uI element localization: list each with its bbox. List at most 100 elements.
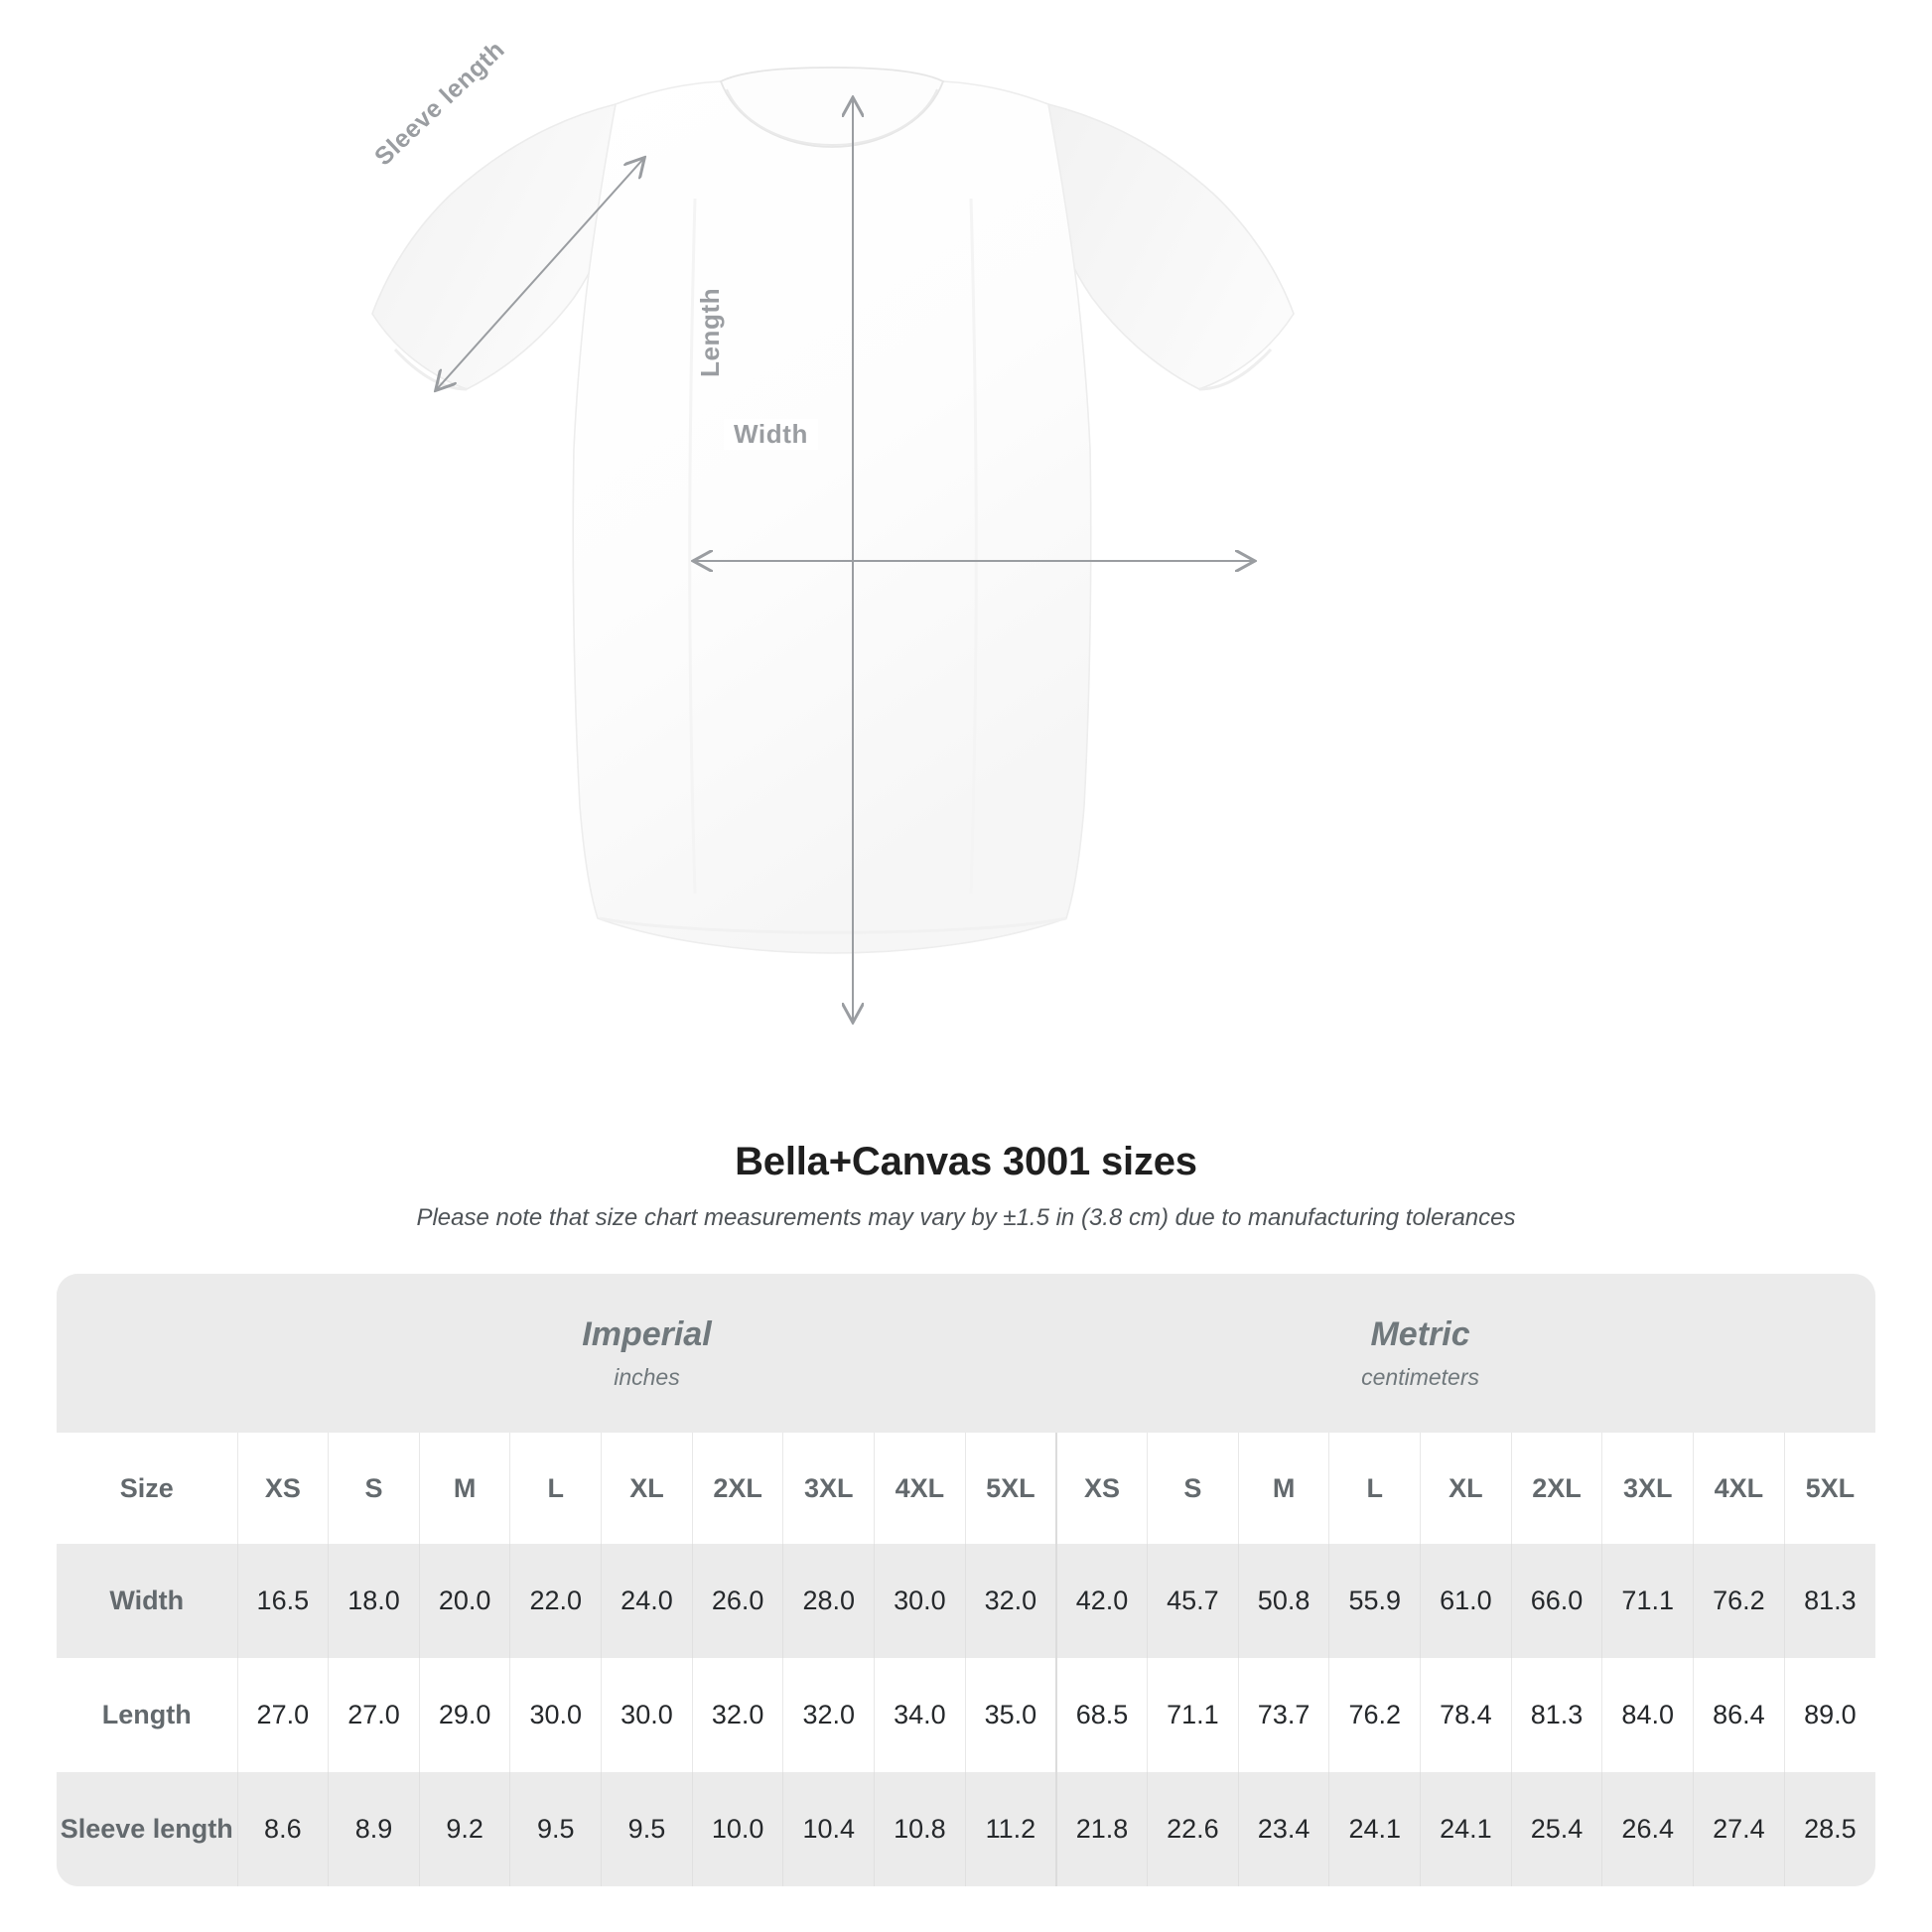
size-header-imperial-2xl: 2XL [691, 1433, 783, 1544]
table-row: Sleeve length 8.6 8.9 9.2 9.5 9.5 10.0 1… [57, 1772, 1875, 1886]
cell-length-imperial-xl: 30.0 [601, 1658, 693, 1772]
cell-sleeve-imperial-2xl: 10.0 [691, 1772, 783, 1886]
size-header-metric-xs: XS [1054, 1433, 1148, 1544]
cell-sleeve-imperial-m: 9.2 [418, 1772, 510, 1886]
cell-sleeve-metric-m: 23.4 [1237, 1772, 1329, 1886]
cell-length-metric-xs: 68.5 [1054, 1658, 1148, 1772]
cell-sleeve-imperial-xs: 8.6 [236, 1772, 329, 1886]
cell-sleeve-metric-2xl: 25.4 [1510, 1772, 1602, 1886]
cell-width-imperial-m: 20.0 [418, 1544, 510, 1658]
unit-name-metric: Metric [1370, 1315, 1470, 1354]
cell-length-imperial-m: 29.0 [418, 1658, 510, 1772]
size-header-imperial-s: S [328, 1433, 420, 1544]
row-label-length: Length [57, 1658, 237, 1772]
cell-length-imperial-xs: 27.0 [236, 1658, 329, 1772]
tshirt-illustration [371, 67, 1295, 1112]
cell-sleeve-imperial-s: 8.9 [328, 1772, 420, 1886]
size-header-metric-l: L [1328, 1433, 1421, 1544]
unit-banner-row: Imperial inches Metric centimeters [57, 1274, 1875, 1433]
chart-caption: Bella+Canvas 3001 sizes Please note that… [0, 1140, 1932, 1232]
cell-width-imperial-xs: 16.5 [236, 1544, 329, 1658]
cell-length-metric-5xl: 89.0 [1783, 1658, 1875, 1772]
cell-length-metric-l: 76.2 [1328, 1658, 1421, 1772]
size-header-imperial-xs: XS [236, 1433, 329, 1544]
size-header-imperial-5xl: 5XL [964, 1433, 1056, 1544]
cell-width-imperial-xl: 24.0 [601, 1544, 693, 1658]
cell-width-imperial-4xl: 30.0 [874, 1544, 966, 1658]
size-header-metric-m: M [1237, 1433, 1329, 1544]
unit-name-imperial: Imperial [582, 1315, 712, 1354]
cell-length-imperial-s: 27.0 [328, 1658, 420, 1772]
unit-block-metric: Metric centimeters [1055, 1274, 1785, 1433]
cell-sleeve-metric-s: 22.6 [1147, 1772, 1239, 1886]
cell-sleeve-imperial-5xl: 11.2 [964, 1772, 1056, 1886]
size-header-row: Size XS S M L XL 2XL 3XL 4XL 5XL XS S M … [57, 1433, 1875, 1544]
page-title: Bella+Canvas 3001 sizes [735, 1140, 1197, 1183]
cell-sleeve-imperial-4xl: 10.8 [874, 1772, 966, 1886]
sleeve-length-dimension-line [437, 159, 643, 389]
cell-length-metric-3xl: 84.0 [1601, 1658, 1694, 1772]
cell-sleeve-imperial-3xl: 10.4 [782, 1772, 875, 1886]
cell-width-metric-2xl: 66.0 [1510, 1544, 1602, 1658]
cell-width-imperial-l: 22.0 [509, 1544, 602, 1658]
cell-sleeve-metric-3xl: 26.4 [1601, 1772, 1694, 1886]
table-row: Length 27.0 27.0 29.0 30.0 30.0 32.0 32.… [57, 1658, 1875, 1772]
cell-width-imperial-5xl: 32.0 [964, 1544, 1056, 1658]
cell-sleeve-metric-xs: 21.8 [1054, 1772, 1148, 1886]
cell-length-metric-4xl: 86.4 [1693, 1658, 1785, 1772]
unit-block-imperial: Imperial inches [237, 1274, 1056, 1433]
cell-sleeve-imperial-l: 9.5 [509, 1772, 602, 1886]
size-header-imperial-4xl: 4XL [874, 1433, 966, 1544]
size-header-metric-4xl: 4XL [1693, 1433, 1785, 1544]
tshirt-measurement-diagram: Sleeve length Length Width [369, 36, 1295, 1112]
size-chart-table-container: Imperial inches Metric centimeters Size … [57, 1274, 1875, 1886]
cell-width-imperial-3xl: 28.0 [782, 1544, 875, 1658]
size-header-metric-s: S [1147, 1433, 1239, 1544]
cell-width-metric-s: 45.7 [1147, 1544, 1239, 1658]
cell-width-metric-5xl: 81.3 [1783, 1544, 1875, 1658]
size-header-imperial-xl: XL [601, 1433, 693, 1544]
size-header-label: Size [57, 1433, 237, 1544]
cell-length-imperial-3xl: 32.0 [782, 1658, 875, 1772]
table-row: Width 16.5 18.0 20.0 22.0 24.0 26.0 28.0… [57, 1544, 1875, 1658]
size-header-metric-xl: XL [1420, 1433, 1512, 1544]
size-header-metric-3xl: 3XL [1601, 1433, 1694, 1544]
tolerance-note: Please note that size chart measurements… [416, 1204, 1516, 1231]
unit-banner-spacer [57, 1274, 237, 1433]
cell-sleeve-metric-5xl: 28.5 [1783, 1772, 1875, 1886]
cell-width-imperial-s: 18.0 [328, 1544, 420, 1658]
size-header-metric-2xl: 2XL [1510, 1433, 1602, 1544]
cell-width-metric-xs: 42.0 [1054, 1544, 1148, 1658]
cell-length-metric-s: 71.1 [1147, 1658, 1239, 1772]
cell-width-metric-4xl: 76.2 [1693, 1544, 1785, 1658]
width-dimension-label: Width [724, 419, 818, 450]
cell-length-imperial-l: 30.0 [509, 1658, 602, 1772]
size-chart-table: Imperial inches Metric centimeters Size … [57, 1274, 1875, 1886]
cell-width-metric-xl: 61.0 [1420, 1544, 1512, 1658]
cell-length-metric-2xl: 81.3 [1510, 1658, 1602, 1772]
unit-sub-metric: centimeters [1361, 1363, 1479, 1390]
cell-width-metric-m: 50.8 [1237, 1544, 1329, 1658]
cell-length-imperial-4xl: 34.0 [874, 1658, 966, 1772]
cell-width-imperial-2xl: 26.0 [691, 1544, 783, 1658]
cell-length-imperial-5xl: 35.0 [964, 1658, 1056, 1772]
length-dimension-label: Length [695, 287, 725, 377]
cell-width-metric-3xl: 71.1 [1601, 1544, 1694, 1658]
row-label-width: Width [57, 1544, 237, 1658]
cell-sleeve-metric-xl: 24.1 [1420, 1772, 1512, 1886]
size-header-imperial-l: L [509, 1433, 602, 1544]
cell-length-metric-m: 73.7 [1237, 1658, 1329, 1772]
row-label-sleeve-length: Sleeve length [57, 1772, 237, 1886]
cell-sleeve-metric-4xl: 27.4 [1693, 1772, 1785, 1886]
unit-sub-imperial: inches [614, 1363, 680, 1390]
cell-sleeve-metric-l: 24.1 [1328, 1772, 1421, 1886]
size-header-imperial-m: M [418, 1433, 510, 1544]
size-header-metric-5xl: 5XL [1783, 1433, 1875, 1544]
cell-length-imperial-2xl: 32.0 [691, 1658, 783, 1772]
cell-sleeve-imperial-xl: 9.5 [601, 1772, 693, 1886]
shirt-body-shape [371, 67, 1295, 954]
cell-length-metric-xl: 78.4 [1420, 1658, 1512, 1772]
size-header-imperial-3xl: 3XL [782, 1433, 875, 1544]
cell-width-metric-l: 55.9 [1328, 1544, 1421, 1658]
